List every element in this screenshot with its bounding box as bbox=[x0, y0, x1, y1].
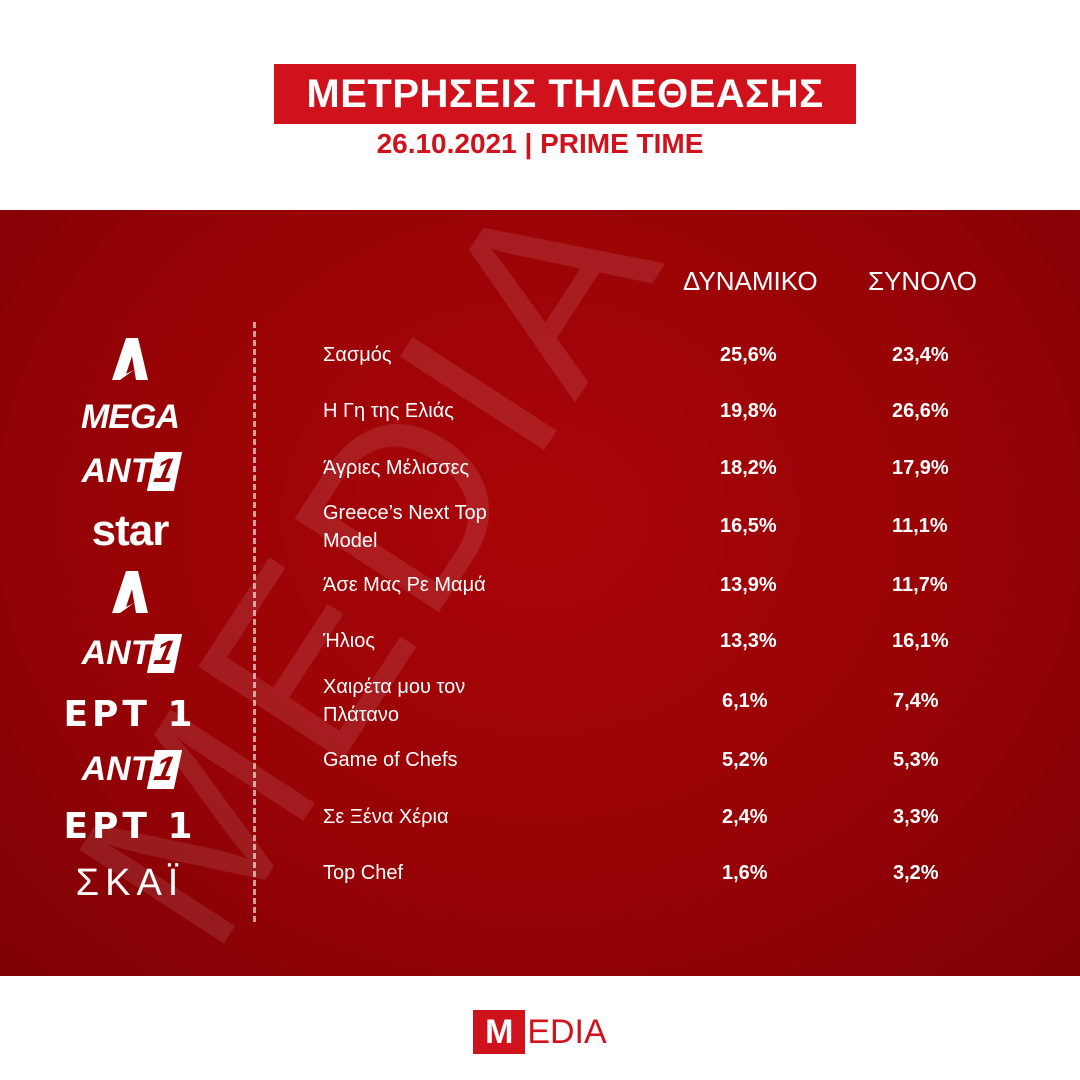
page-title: ΜΕΤΡΗΣΕΙΣ ΤΗΛΕΘΕΑΣΗΣ bbox=[274, 64, 856, 124]
synolo-value: 26,6% bbox=[892, 400, 949, 422]
show-name: Σε Ξένα Χέρια bbox=[323, 806, 449, 828]
ert1-logo: ΕΡΤ 1 bbox=[63, 694, 197, 735]
synolo-value: 5,3% bbox=[893, 749, 939, 771]
dynamiko-value: 2,4% bbox=[722, 806, 768, 828]
date-subtitle: 26.10.2021 | PRIME TIME bbox=[376, 128, 704, 159]
ant1-logo-text: ANT bbox=[81, 634, 152, 672]
dynamiko-value: 6,1% bbox=[722, 690, 768, 712]
dynamiko-value: 16,5% bbox=[720, 515, 777, 537]
show-name: Η Γη της Ελιάς bbox=[323, 400, 454, 422]
ant1-logo-box: 1 bbox=[147, 452, 183, 491]
show-name: Άσε Μας Ρε Μαμά bbox=[323, 574, 486, 596]
synolo-value: 11,7% bbox=[892, 574, 948, 596]
media-logo-text: EDIA bbox=[527, 1012, 607, 1051]
ant1-logo-box: 1 bbox=[147, 750, 183, 789]
synolo-value: 7,4% bbox=[893, 690, 939, 712]
alpha-logo bbox=[40, 569, 220, 620]
star-logo: star bbox=[91, 506, 170, 555]
dynamiko-value: 19,8% bbox=[720, 400, 777, 422]
synolo-value: 3,3% bbox=[893, 806, 939, 828]
dynamiko-value: 1,6% bbox=[722, 862, 768, 884]
dynamiko-value: 5,2% bbox=[722, 749, 768, 771]
skai-logo: ΣΚΑΪ bbox=[75, 862, 185, 904]
media-footer-logo: M EDIA bbox=[0, 1010, 1080, 1054]
alpha-logo bbox=[40, 336, 220, 387]
synolo-value: 16,1% bbox=[892, 630, 949, 652]
ratings-panel: MEDIA bbox=[0, 210, 1080, 976]
synolo-value: 17,9% bbox=[892, 457, 949, 479]
column-header-dynamiko: ΔΥΝΑΜΙΚΟ bbox=[683, 266, 818, 296]
ant1-logo: ANT1 bbox=[40, 634, 220, 673]
ant1-logo: ANT1 bbox=[40, 750, 220, 789]
ant1-logo-box: 1 bbox=[147, 634, 183, 673]
dynamiko-value: 13,3% bbox=[720, 630, 777, 652]
ant1-logo-text: ANT bbox=[81, 750, 152, 788]
show-name: Greece’s Next Top Model bbox=[323, 502, 487, 552]
synolo-value: 11,1% bbox=[892, 515, 948, 537]
dynamiko-value: 13,9% bbox=[720, 574, 777, 596]
synolo-value: 23,4% bbox=[892, 344, 949, 366]
show-name: Top Chef bbox=[323, 862, 404, 884]
ant1-logo: ANT1 bbox=[40, 452, 220, 491]
dashed-divider bbox=[253, 322, 256, 922]
synolo-value: 3,2% bbox=[893, 862, 939, 884]
column-header-synolo: ΣΥΝΟΛΟ bbox=[868, 266, 977, 296]
show-name: Άγριες Μέλισσες bbox=[323, 457, 470, 479]
show-name: Σασμός bbox=[323, 344, 392, 366]
mega-logo: MEGA bbox=[81, 398, 180, 436]
ant1-logo-text: ANT bbox=[81, 452, 152, 490]
media-logo-m: M bbox=[473, 1010, 526, 1054]
show-name: Ήλιος bbox=[323, 630, 375, 652]
show-name: Game of Chefs bbox=[323, 749, 458, 771]
dynamiko-value: 18,2% bbox=[720, 457, 777, 479]
dynamiko-value: 25,6% bbox=[720, 344, 777, 366]
ert1-logo: ΕΡΤ 1 bbox=[63, 806, 197, 847]
show-name: Χαιρέτα μου τον Πλάτανο bbox=[323, 676, 466, 726]
